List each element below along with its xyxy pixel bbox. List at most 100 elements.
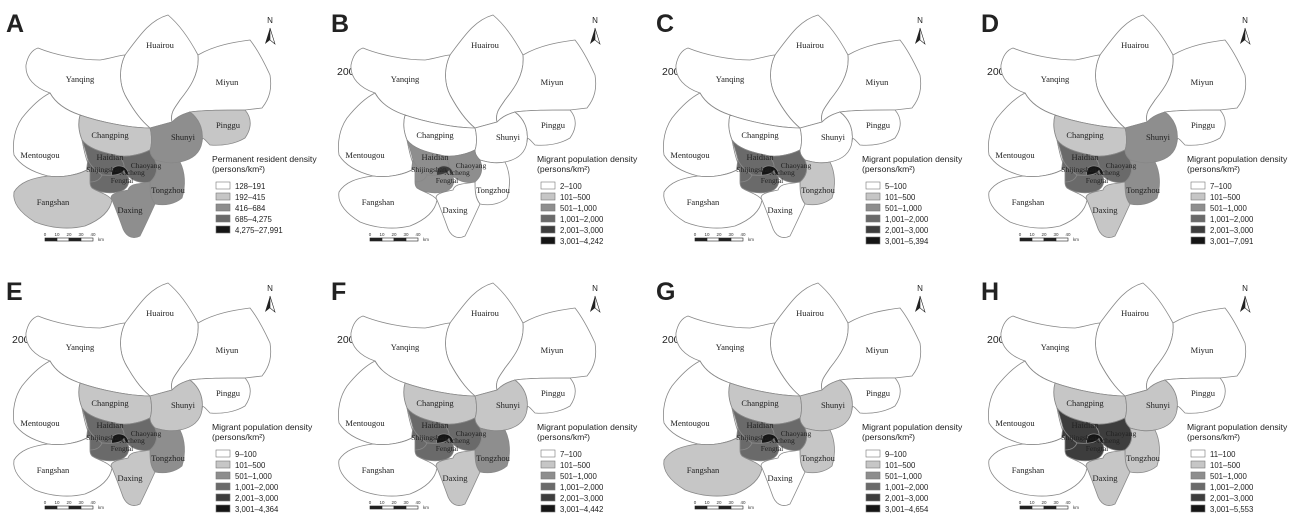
scale-tick: 10: [1029, 500, 1035, 505]
legend: Migrant population density(persons/km²) 7…: [537, 422, 638, 514]
district-label-pinggu: Pinggu: [541, 120, 566, 130]
district-label-fengtai: Fengtai: [1086, 444, 1109, 453]
scale-tick: 0: [44, 500, 47, 505]
legend-swatch: [865, 214, 881, 223]
legend-item: 1,001–2,000: [1210, 483, 1254, 492]
legend-title: Migrant population density: [537, 422, 638, 432]
district-label-huairou: Huairou: [1121, 40, 1150, 50]
legend-item: 3,001–5,394: [885, 237, 929, 246]
district-label-yanqing: Yanqing: [391, 342, 420, 352]
district-label-haidian: Haidian: [97, 420, 125, 430]
legend-item: 101–500: [885, 461, 916, 470]
district-label-miyun: Miyun: [216, 345, 239, 355]
district-label-changping: Changping: [1066, 398, 1104, 408]
district-label-changping: Changping: [91, 398, 129, 408]
legend-item: 3,001–4,654: [885, 505, 929, 514]
panel-label: E: [6, 278, 23, 306]
district-label-mentougou: Mentougou: [345, 418, 385, 428]
north-arrow-icon: N: [590, 16, 601, 45]
legend-item: 2,001–3,000: [235, 494, 279, 503]
district-label-fangshan: Fangshan: [1012, 465, 1045, 475]
district-label-yanqing: Yanqing: [716, 74, 745, 84]
legend-title: (persons/km²): [212, 164, 265, 174]
district-pinggu: [1163, 109, 1226, 146]
legend-swatch: [540, 236, 556, 245]
scale-tick: 0: [1019, 500, 1022, 505]
legend-swatch: [1190, 203, 1206, 212]
legend-swatch: [865, 471, 881, 480]
district-label-fangshan: Fangshan: [362, 197, 395, 207]
map-area: [988, 14, 1247, 238]
scale-tick: 0: [1019, 232, 1022, 237]
district-label-daxing: Daxing: [442, 473, 468, 483]
legend-swatch: [540, 471, 556, 480]
legend: Migrant population density(persons/km²) 9…: [862, 422, 963, 514]
scale-unit: km: [748, 237, 754, 242]
district-label-shunyi: Shunyi: [171, 400, 196, 410]
legend-swatch: [540, 203, 556, 212]
legend-item: 2–100: [560, 182, 582, 191]
north-label: N: [267, 284, 273, 293]
panel-label: B: [331, 10, 349, 38]
legend: Migrant population density(persons/km²) 5…: [862, 154, 963, 246]
panel-label: H: [981, 278, 999, 306]
scale-tick: 10: [379, 232, 385, 237]
legend-swatch: [865, 482, 881, 491]
scale-tick: 10: [704, 500, 710, 505]
legend-item: 1,001–2,000: [885, 483, 929, 492]
legend-item: 416–684: [235, 204, 266, 213]
legend-swatch: [540, 460, 556, 469]
district-tongzhou: [1124, 427, 1160, 474]
district-label-miyun: Miyun: [866, 345, 889, 355]
map-area: [338, 14, 597, 238]
district-label-miyun: Miyun: [1191, 77, 1214, 87]
map-area: [338, 282, 597, 506]
north-arrow-icon: N: [915, 16, 926, 45]
legend-swatch: [215, 203, 231, 212]
scale-tick: 30: [1053, 500, 1059, 505]
map-area: [663, 14, 922, 238]
north-label: N: [267, 16, 273, 25]
district-label-shijingshan: Shijingshan: [736, 165, 772, 174]
scale-tick: 40: [90, 500, 96, 505]
district-label-daxing: Daxing: [442, 205, 468, 215]
legend-swatch: [215, 493, 231, 502]
district-daxing: [110, 449, 156, 506]
scale-tick: 40: [415, 232, 421, 237]
legend-item: 7–100: [1210, 182, 1232, 191]
panel-label: D: [981, 10, 999, 38]
district-label-shijingshan: Shijingshan: [1061, 433, 1097, 442]
scale-tick: 40: [740, 500, 746, 505]
district-label-chaoyang: Chaoyang: [1106, 161, 1137, 170]
scale-tick: 30: [1053, 232, 1059, 237]
district-label-chaoyang: Chaoyang: [1106, 429, 1137, 438]
district-tongzhou: [149, 427, 185, 474]
legend-item: 4,275–27,991: [235, 226, 283, 235]
district-label-fangshan: Fangshan: [362, 465, 395, 475]
district-label-haidian: Haidian: [422, 152, 450, 162]
legend-item: 3,001–7,091: [1210, 237, 1253, 246]
district-label-xicheng: Xicheng: [1094, 168, 1120, 177]
legend-swatch: [540, 449, 556, 458]
district-pinggu: [513, 109, 576, 146]
district-label-shijingshan: Shijingshan: [86, 165, 122, 174]
district-label-shijingshan: Shijingshan: [736, 433, 772, 442]
legend-item: 1,001–2,000: [560, 483, 604, 492]
district-label-xicheng: Xicheng: [444, 168, 470, 177]
scale-tick: 10: [54, 232, 60, 237]
district-label-miyun: Miyun: [1191, 345, 1214, 355]
scale-tick: 30: [78, 232, 84, 237]
district-tongzhou: [799, 427, 835, 474]
scale-tick: 30: [78, 500, 84, 505]
map-area: [663, 282, 922, 506]
legend-title: Migrant population density: [537, 154, 638, 164]
legend-swatch: [1190, 192, 1206, 201]
legend-item: 501–1,000: [560, 472, 598, 481]
scale-unit: km: [423, 237, 429, 242]
scale-tick: 30: [728, 500, 734, 505]
district-tongzhou: [474, 427, 510, 474]
north-arrow-icon: N: [265, 16, 276, 45]
district-label-pinggu: Pinggu: [1191, 388, 1216, 398]
